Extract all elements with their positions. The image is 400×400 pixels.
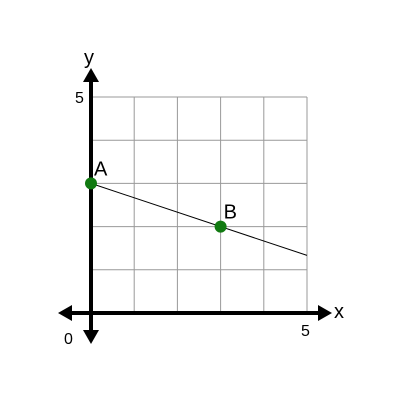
y-axis-top-arrow [83, 68, 99, 82]
y-axis-bottom-arrow [83, 330, 99, 344]
point-b [214, 220, 227, 233]
y-tick-label-5: 5 [75, 90, 84, 107]
line-through-a-b [90, 182, 308, 256]
origin-tick-label: 0 [64, 331, 73, 348]
y-axis-label: y [84, 47, 94, 69]
grid [90, 96, 308, 314]
point-label-a: A [94, 158, 108, 180]
x-axis-label: x [334, 301, 344, 323]
point-a [85, 177, 97, 190]
points: AB [85, 158, 237, 233]
x-tick-label-5: 5 [301, 323, 310, 340]
x-axis-left-arrow [58, 305, 72, 321]
x-axis-right-arrow [318, 305, 332, 321]
point-label-b: B [224, 202, 237, 224]
